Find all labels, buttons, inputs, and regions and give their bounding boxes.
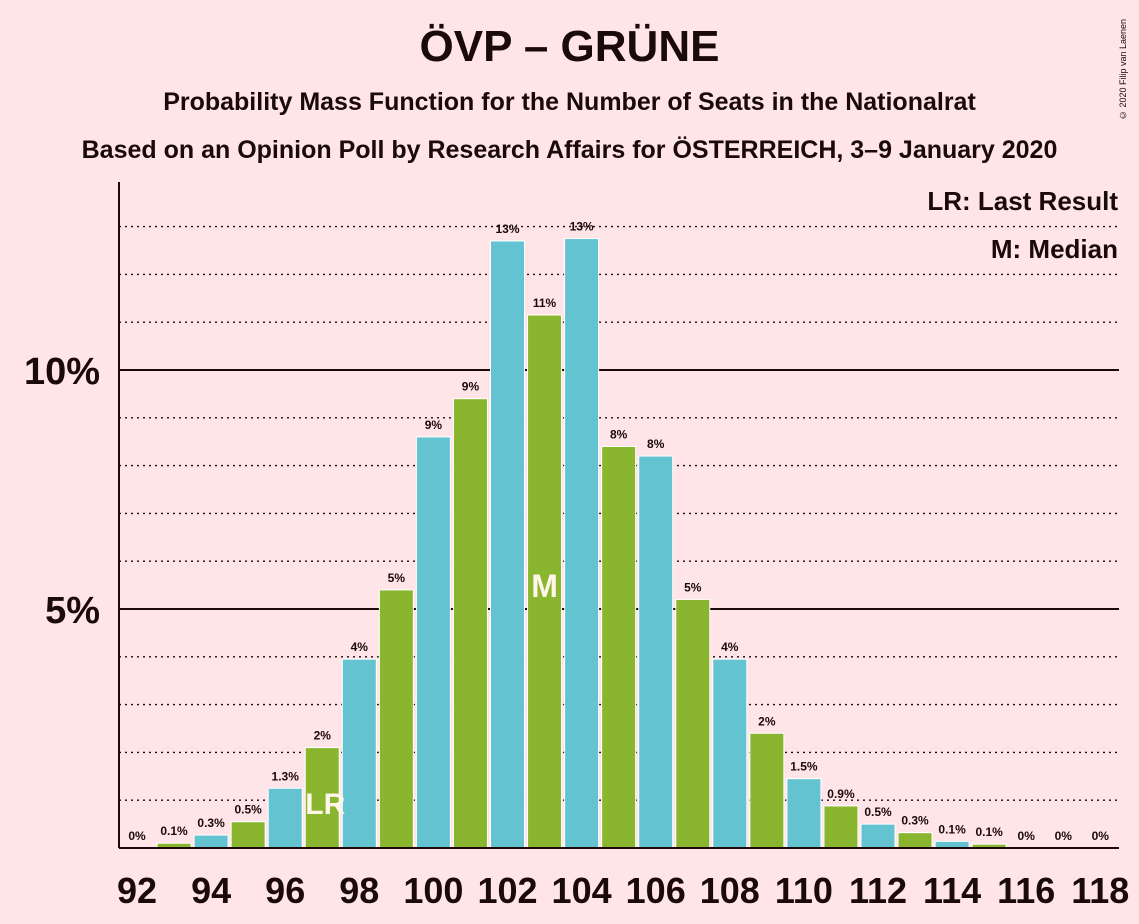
bar-100 [415, 436, 451, 849]
x-tick-label: 108 [700, 870, 760, 911]
bar-114 [934, 840, 970, 849]
bar-111 [823, 805, 859, 849]
bar-95 [230, 821, 266, 849]
x-tick-label: 116 [997, 870, 1055, 911]
x-tick-label: 96 [265, 870, 305, 911]
data-label-99: 5% [388, 571, 406, 585]
data-label-118: 0% [1092, 829, 1110, 843]
bar-104 [564, 238, 600, 849]
data-label-114: 0.1% [938, 822, 966, 836]
x-tick-label: 114 [923, 870, 981, 911]
data-label-101: 9% [462, 380, 480, 394]
legend-median: M: Median [991, 234, 1118, 264]
data-label-116: 0% [1018, 829, 1036, 843]
data-label-92: 0% [128, 829, 146, 843]
x-tick-label: 118 [1071, 870, 1129, 911]
data-label-93: 0.1% [160, 824, 188, 838]
data-label-112: 0.5% [864, 805, 892, 819]
bar-98 [341, 658, 377, 849]
bar-103 [527, 314, 563, 849]
chart-subtitle-poll: Based on an Opinion Poll by Research Aff… [81, 136, 1058, 164]
chart-subtitle: Probability Mass Function for the Number… [163, 88, 976, 116]
data-label-102: 13% [495, 222, 519, 236]
markers: LR M [305, 568, 558, 821]
median-marker: M [531, 568, 558, 604]
x-tick-label: 110 [775, 870, 833, 911]
data-label-96: 1.3% [272, 769, 300, 783]
y-tick-label: 5% [45, 590, 100, 632]
data-label-111: 0.9% [827, 787, 855, 801]
data-label-105: 8% [610, 427, 628, 441]
data-label-110: 1.5% [790, 760, 818, 774]
legend-last-result: LR: Last Result [927, 186, 1118, 216]
data-label-108: 4% [721, 640, 739, 654]
data-label-97: 2% [314, 729, 332, 743]
data-label-113: 0.3% [901, 814, 929, 828]
data-label-104: 13% [570, 220, 594, 234]
bar-102 [490, 240, 525, 849]
data-label-117: 0% [1055, 829, 1073, 843]
bar-101 [452, 398, 488, 849]
bar-107 [675, 598, 711, 849]
data-label-100: 9% [425, 418, 443, 432]
data-label-95: 0.5% [234, 803, 262, 817]
chart-title: ÖVP – GRÜNE [419, 22, 720, 71]
data-label-109: 2% [758, 714, 776, 728]
bars [156, 238, 1007, 849]
x-tick-label: 94 [191, 870, 231, 911]
bar-106 [638, 455, 674, 849]
x-tick-label: 112 [849, 870, 907, 911]
data-label-103: 11% [533, 296, 557, 310]
axes: 5% 10% 92 94 96 98 100 102 104 106 108 110 112 114 116… [24, 182, 1129, 911]
y-tick-label: 10% [24, 351, 100, 393]
data-label-115: 0.1% [975, 825, 1003, 839]
data-label-107: 5% [684, 580, 702, 594]
x-tick-label: 104 [552, 870, 612, 911]
bar-97 [304, 747, 340, 849]
bar-105 [601, 445, 637, 849]
data-label-98: 4% [351, 640, 369, 654]
last-result-marker: LR [305, 788, 345, 821]
bar-108 [712, 658, 748, 849]
bar-113 [897, 832, 933, 849]
x-tick-label: 102 [477, 870, 537, 911]
x-tick-label: 106 [626, 870, 686, 911]
bar-109 [749, 732, 785, 849]
x-tick-label: 98 [339, 870, 379, 911]
data-label-94: 0.3% [197, 816, 225, 830]
bar-112 [860, 823, 896, 849]
bar-110 [786, 778, 822, 849]
x-tick-label: 100 [403, 870, 463, 911]
data-labels: 0% 0.1% 0.3% 0.5% 1.3% 2% 4% 5% 9% 9% 13% 11% 13% 8% 8… [128, 220, 1109, 843]
data-label-106: 8% [647, 437, 665, 451]
x-tick-label: 92 [117, 870, 157, 911]
bar-96 [267, 787, 303, 849]
bar-99 [378, 589, 414, 849]
bar-94 [193, 834, 229, 849]
